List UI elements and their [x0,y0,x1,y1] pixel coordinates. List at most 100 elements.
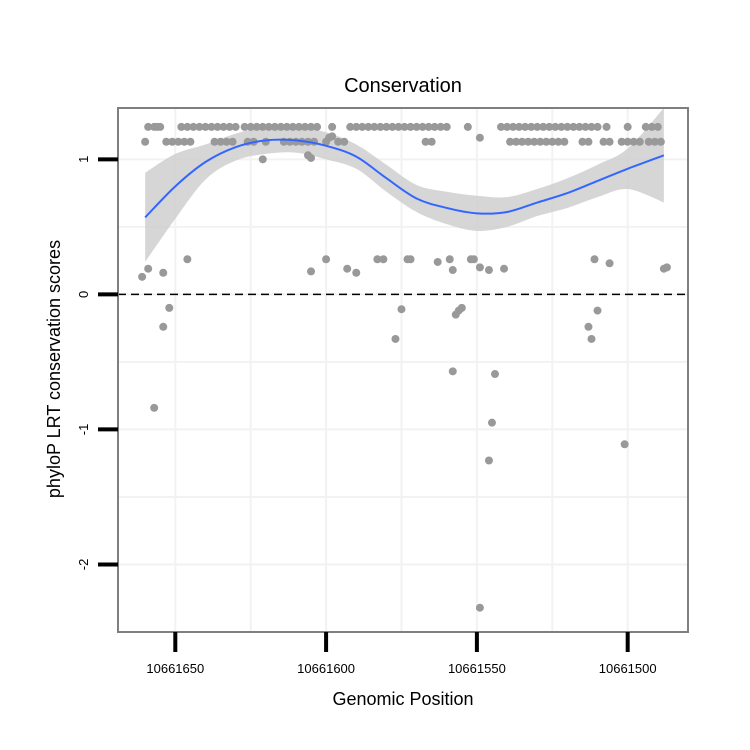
data-point [219,122,228,131]
chart-title: Conservation [344,75,462,97]
data-point [424,122,433,131]
data-point [222,137,231,146]
data-point [569,122,578,131]
data-point [382,122,391,131]
data-point [322,255,331,264]
data-point [469,255,478,264]
data-point [635,137,644,146]
data-point [605,137,614,146]
data-point [539,122,548,131]
data-point [487,418,496,427]
data-point [328,132,337,141]
data-point [186,137,195,146]
data-point [530,137,539,146]
data-point [213,122,222,131]
data-point [379,255,388,264]
data-point [216,137,225,146]
data-point [240,122,249,131]
data-point [533,122,542,131]
data-point [430,122,439,131]
data-point [620,440,629,449]
data-point [484,456,493,465]
data-point [156,122,165,131]
data-point [370,122,379,131]
data-point [560,137,569,146]
data-point [288,122,297,131]
data-point [334,137,343,146]
data-point [358,122,367,131]
data-point [463,122,472,131]
data-point [346,122,355,131]
data-point [442,122,451,131]
data-point [548,137,557,146]
data-point [307,122,316,131]
data-point [150,403,159,412]
data-point [554,137,563,146]
data-point [328,122,337,131]
data-point [144,264,153,273]
y-axis: -2 -1 0 1 [76,156,118,570]
data-point [294,122,303,131]
data-point [602,122,611,131]
data-point [650,137,659,146]
data-point [512,137,521,146]
data-point [506,137,515,146]
data-point [264,122,273,131]
data-point [406,122,415,131]
data-point [258,122,267,131]
data-point [584,137,593,146]
data-point [623,122,632,131]
data-point [376,122,385,131]
data-point [307,153,316,162]
data-point [144,122,153,131]
y-tick-label: -1 [76,424,91,436]
x-tick-label: 10661600 [297,661,355,676]
data-point [388,122,397,131]
data-point [515,122,524,131]
data-point [207,122,216,131]
data-point [412,122,421,131]
data-point [641,122,650,131]
data-point [195,122,204,131]
data-point [475,603,484,612]
data-point [252,122,261,131]
data-point [457,303,466,312]
confidence-band [145,108,664,262]
data-point [261,137,270,146]
y-tick-label: 1 [76,156,91,163]
data-point [433,257,442,266]
data-point [352,122,361,131]
data-point [590,255,599,264]
data-point [503,122,512,131]
data-point [141,137,150,146]
data-point [406,255,415,264]
data-point [183,122,192,131]
data-point [231,122,240,131]
x-axis: 10661650 10661600 10661550 10661500 [146,632,657,676]
panel-border [117,107,689,633]
data-point [201,122,210,131]
data-point [647,122,656,131]
data-point [578,137,587,146]
data-point [225,122,234,131]
data-point [448,266,457,275]
data-point [542,137,551,146]
x-tick-label: 10661550 [448,661,506,676]
data-point [521,122,530,131]
y-axis-label: phyloP LRT conservation scores [44,240,64,498]
data-point [343,264,352,273]
data-point [246,122,255,131]
data-point [575,122,584,131]
data-point [180,137,189,146]
data-point [448,367,457,376]
data-point [527,122,536,131]
data-point [656,137,665,146]
data-point [484,266,493,275]
data-point [276,122,285,131]
data-point [391,334,400,343]
data-point [394,122,403,131]
data-point [400,122,409,131]
data-point [436,122,445,131]
data-point [587,334,596,343]
data-point [174,137,183,146]
